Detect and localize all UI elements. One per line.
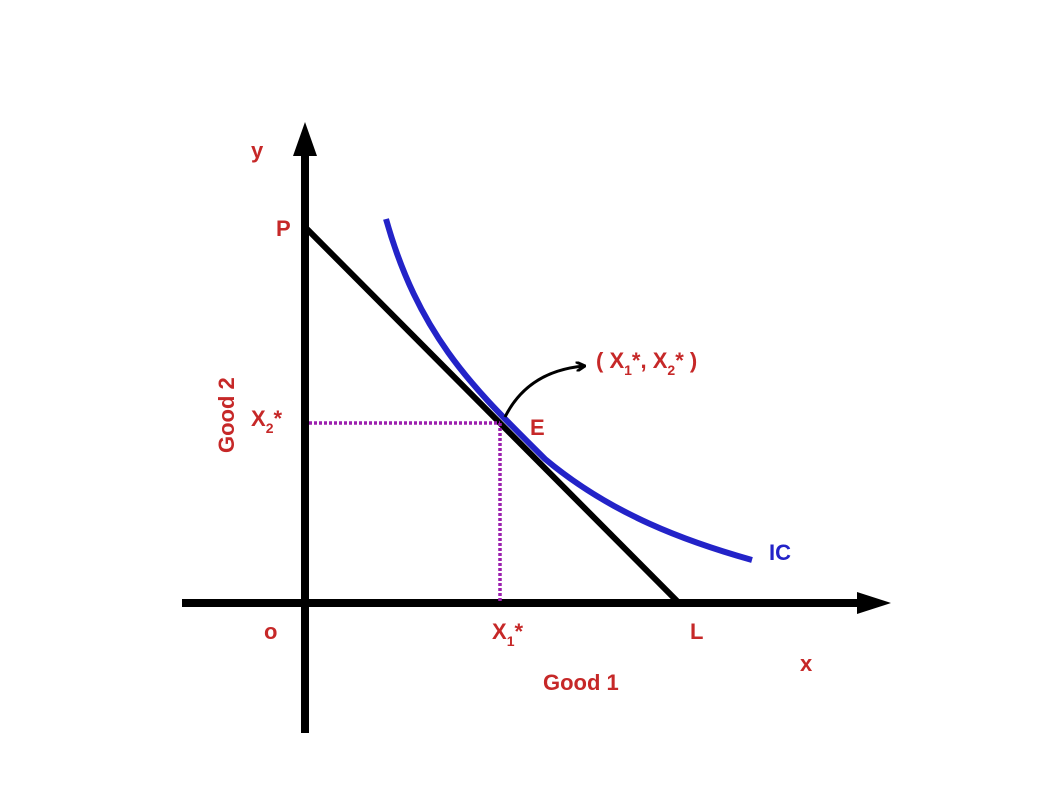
- budget-line: [304, 226, 682, 606]
- indifference-curve-label: IC: [769, 540, 791, 565]
- y-axis-title: Good 2: [214, 377, 239, 453]
- equilibrium-point-label: E: [530, 415, 545, 440]
- y-intercept-label: P: [276, 216, 291, 241]
- x-axis-label: x: [800, 651, 813, 676]
- pointer-arrow: [503, 366, 584, 418]
- x-axis-arrowhead: [857, 592, 891, 614]
- x-intercept-label: L: [690, 619, 703, 644]
- origin-label: o: [264, 619, 277, 644]
- y-axis-label: y: [251, 138, 264, 163]
- y-star-label: X2*: [251, 406, 282, 436]
- indifference-curve: [383, 218, 753, 563]
- equilibrium-coordinate-label: ( X1*, X2* ): [596, 348, 697, 378]
- x-star-label: X1*: [492, 619, 523, 649]
- x-axis-title: Good 1: [543, 670, 619, 695]
- y-axis-arrowhead: [293, 122, 317, 156]
